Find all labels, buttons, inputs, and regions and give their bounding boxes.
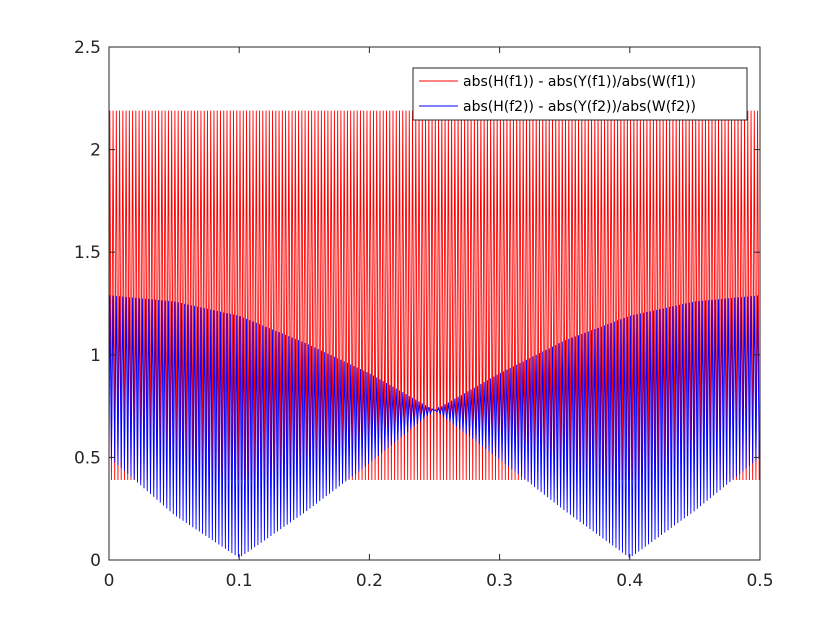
y-tick-label: 1 — [90, 346, 101, 366]
x-tick-label: 0.2 — [356, 571, 383, 591]
series-line-1 — [108, 110, 761, 480]
y-tick-label: 0.5 — [74, 448, 101, 468]
ticks-layer: 0 0.1 0.2 0.3 0.4 0.5 0 0.5 1 1.5 2 2.5 — [74, 38, 774, 591]
y-tick-label: 2.5 — [74, 38, 101, 58]
y-tick-label: 1.5 — [74, 243, 101, 263]
legend-label-series-2: abs(H(f2)) - abs(Y(f2))/abs(W(f2)) — [463, 99, 696, 115]
x-tick-label: 0.1 — [226, 571, 253, 591]
x-tick-label: 0.4 — [616, 571, 643, 591]
legend-box — [412, 67, 748, 121]
legend-label-series-1: abs(H(f1)) - abs(Y(f1))/abs(W(f1)) — [463, 74, 696, 90]
x-tick-label: 0.3 — [486, 571, 513, 591]
x-tick-label: 0.5 — [746, 571, 773, 591]
series-layer — [108, 110, 761, 558]
y-tick-label: 2 — [90, 141, 101, 161]
plot-frame — [108, 46, 761, 561]
x-tick-label: 0 — [104, 571, 115, 591]
y-tick-label: 0 — [90, 551, 101, 571]
series-line-2 — [108, 295, 761, 558]
legend[interactable]: abs(H(f1)) - abs(Y(f1))/abs(W(f1)) abs(H… — [412, 67, 748, 121]
